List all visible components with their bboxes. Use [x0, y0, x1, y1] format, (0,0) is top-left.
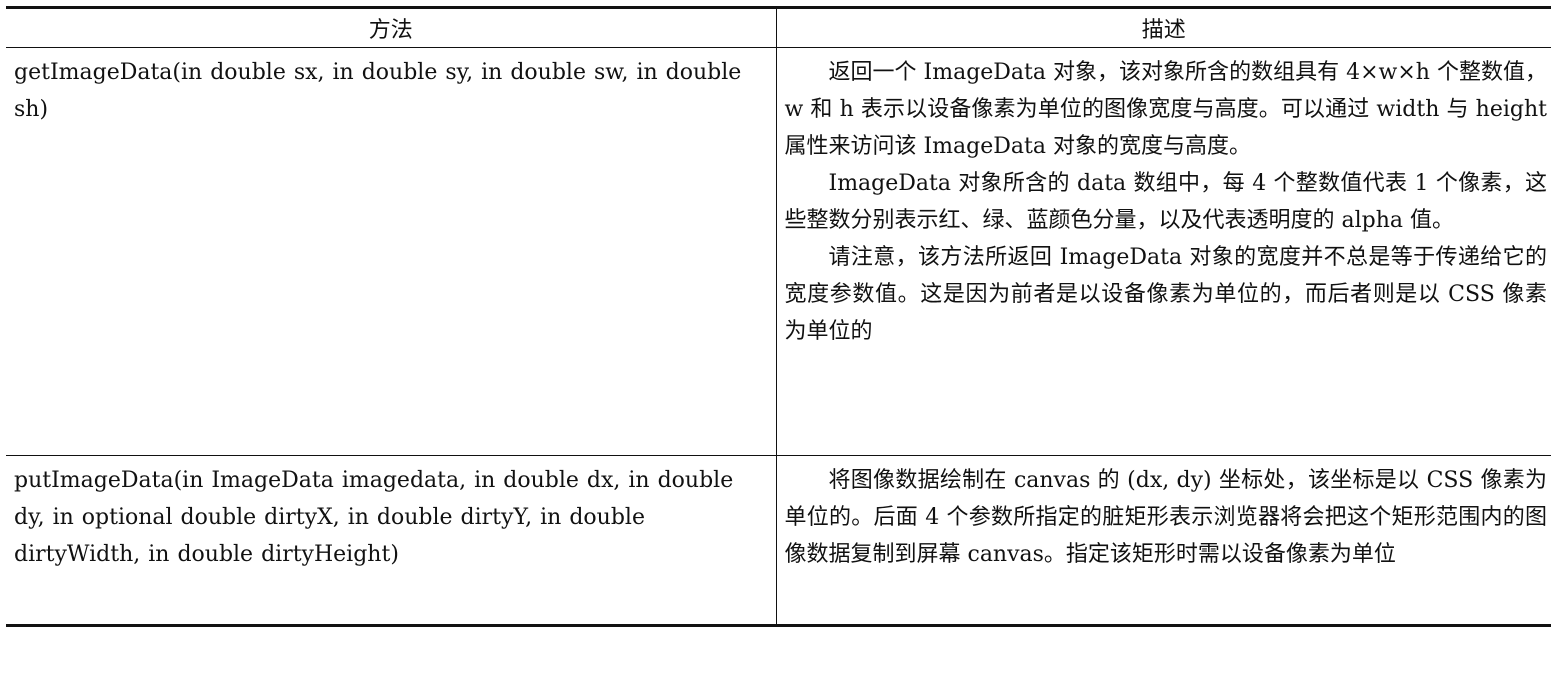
column-header-description: 描述 — [776, 6, 1551, 48]
method-cell: getImageData(in double sx, in double sy,… — [6, 47, 777, 456]
description-cell: 返回一个 ImageData 对象，该对象所含的数组具有 4×w×h 个整数值，… — [776, 47, 1551, 456]
description-paragraph: ImageData 对象所含的 data 数组中，每 4 个整数值代表 1 个像… — [784, 171, 1548, 233]
description-paragraph: 将图像数据绘制在 canvas 的 (dx, dy) 坐标处，该坐标是以 CSS… — [784, 468, 1548, 567]
method-signature-getimagedata: getImageData(in double sx, in double sy,… — [14, 60, 742, 122]
api-method-table: 方法 描述 getImageData(in double sx, in doub… — [6, 6, 1551, 627]
method-signature-putimagedata: putImageData(in ImageData imagedata, in … — [14, 468, 734, 567]
column-header-method: 方法 — [6, 6, 777, 48]
method-cell: putImageData(in ImageData imagedata, in … — [6, 455, 777, 627]
description-paragraph: 请注意，该方法所返回 ImageData 对象的宽度并不总是等于传递给它的宽度参… — [784, 245, 1548, 344]
table-row: putImageData(in ImageData imagedata, in … — [6, 455, 1551, 627]
table-header-row: 方法 描述 — [6, 6, 1551, 48]
description-cell: 将图像数据绘制在 canvas 的 (dx, dy) 坐标处，该坐标是以 CSS… — [776, 455, 1551, 627]
description-paragraph: 返回一个 ImageData 对象，该对象所含的数组具有 4×w×h 个整数值，… — [784, 60, 1548, 159]
table-row: getImageData(in double sx, in double sy,… — [6, 47, 1551, 456]
